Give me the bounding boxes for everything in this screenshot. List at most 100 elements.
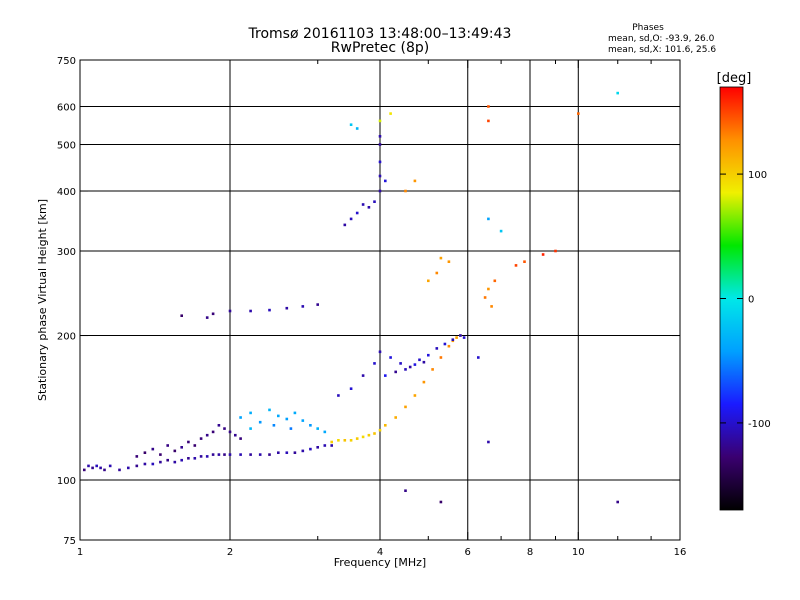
echo-point <box>389 112 392 115</box>
echo-point <box>459 334 462 337</box>
echo-point <box>166 444 169 447</box>
echo-point <box>487 105 490 108</box>
echo-point <box>487 287 490 291</box>
echo-point <box>187 440 190 444</box>
echo-point <box>228 430 232 434</box>
echo-point <box>367 206 371 209</box>
echo-point <box>173 460 177 464</box>
echo-point <box>443 342 447 346</box>
echo-point <box>223 427 226 430</box>
echo-point <box>193 444 197 447</box>
echo-point <box>199 437 203 440</box>
echo-point <box>193 457 197 460</box>
echo-point <box>258 420 262 424</box>
echo-point <box>239 453 242 456</box>
echo-point <box>159 460 162 464</box>
echo-point <box>289 427 293 430</box>
echo-point <box>309 424 312 427</box>
echo-point <box>514 264 518 267</box>
echo-point <box>249 411 252 415</box>
echo-point <box>83 468 86 472</box>
echo-point <box>187 457 190 460</box>
x-tick-label: 8 <box>527 547 533 558</box>
echo-point <box>309 447 312 451</box>
y-tick-label: 600 <box>57 103 76 114</box>
echo-point <box>234 433 237 437</box>
echo-point <box>439 500 443 504</box>
echo-point <box>323 444 327 447</box>
echo-point <box>487 217 490 221</box>
echo-point <box>151 462 155 466</box>
echo-point <box>239 437 242 440</box>
echo-point <box>431 368 434 371</box>
echo-point <box>285 417 289 421</box>
x-tick-label: 2 <box>227 547 233 558</box>
echo-point <box>301 419 305 422</box>
echo-point <box>462 336 466 339</box>
echo-point <box>301 305 305 308</box>
echo-point <box>268 308 271 312</box>
phase-info-x-mode: mean, sd,X: 101.6, 25.6 <box>608 45 717 55</box>
echo-point <box>228 453 232 456</box>
phase-colorbar: [deg] -100 0 100 <box>717 71 771 511</box>
y-axis-ticks: 75 100 200 300 400 500 600 750 <box>57 56 680 547</box>
echo-point <box>477 356 480 359</box>
echo-point <box>378 189 382 193</box>
echo-point <box>211 312 215 316</box>
echo-point <box>95 464 98 468</box>
echo-point <box>323 430 327 434</box>
echo-point <box>239 416 242 419</box>
echo-point <box>355 437 359 440</box>
echo-point <box>394 416 397 419</box>
echo-point <box>408 365 412 369</box>
y-tick-label: 500 <box>57 141 76 152</box>
echo-point <box>455 336 458 339</box>
echo-point <box>285 306 289 310</box>
grid-lines <box>80 60 680 540</box>
echo-point <box>487 119 490 123</box>
echo-point <box>404 489 407 492</box>
echo-point <box>223 453 226 456</box>
echo-point <box>143 451 147 454</box>
echo-point <box>413 394 417 397</box>
echo-point <box>166 458 169 462</box>
echo-point <box>378 119 382 123</box>
scatter-points <box>83 91 619 504</box>
echo-point <box>99 466 102 470</box>
echo-point <box>422 360 426 364</box>
y-tick-label: 750 <box>57 56 76 67</box>
echo-point <box>249 427 252 430</box>
echo-point <box>439 256 443 260</box>
echo-point <box>349 217 353 221</box>
echo-point <box>135 455 139 458</box>
x-tick-label: 6 <box>465 547 471 558</box>
echo-point <box>211 430 215 434</box>
echo-point <box>301 449 305 453</box>
echo-point <box>378 428 382 432</box>
echo-point <box>378 174 382 178</box>
echo-point <box>373 362 376 365</box>
echo-point <box>205 433 209 437</box>
echo-point <box>378 143 382 146</box>
phase-info-o-mode: mean, sd,O: -93.9, 26.0 <box>608 34 715 44</box>
echo-point <box>343 439 347 442</box>
echo-point <box>367 433 371 437</box>
chart-title-line2: RwPretec (8p) <box>330 40 430 56</box>
echo-point <box>435 271 439 275</box>
echo-point <box>404 189 407 193</box>
echo-point <box>493 279 497 283</box>
echo-point <box>447 344 451 348</box>
x-axis-label: Frequency [MHz] <box>334 556 426 569</box>
echo-point <box>355 211 359 215</box>
echo-point <box>205 455 209 458</box>
echo-point <box>616 500 619 504</box>
x-tick-label: 16 <box>674 547 687 558</box>
echo-point <box>173 449 177 453</box>
y-tick-label: 400 <box>57 187 76 198</box>
echo-point <box>205 316 209 319</box>
echo-point <box>483 296 487 299</box>
echo-point <box>394 370 397 374</box>
echo-point <box>413 363 417 366</box>
echo-point <box>337 394 340 397</box>
echo-point <box>499 229 503 233</box>
